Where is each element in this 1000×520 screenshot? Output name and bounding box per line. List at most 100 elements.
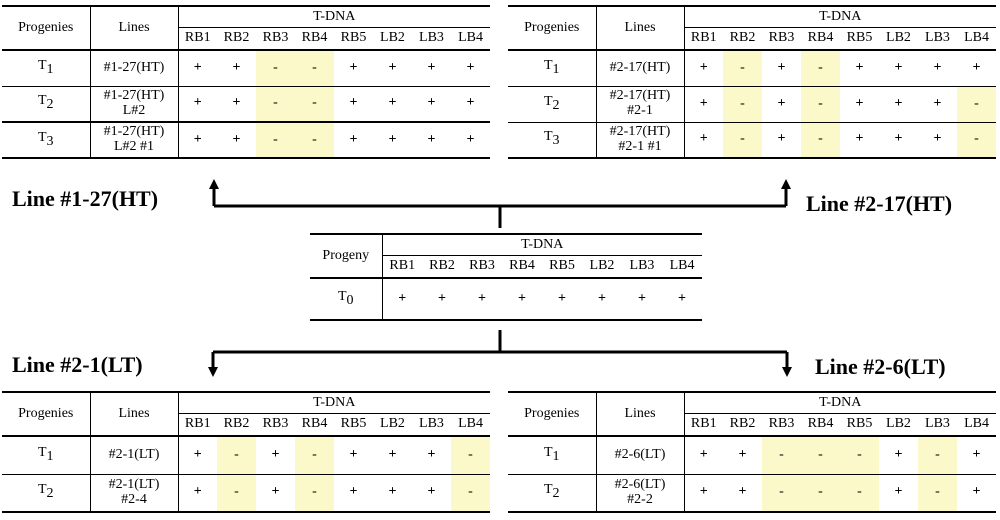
lines-header: Lines	[89, 5, 179, 50]
tdna-table-line-2-1: Progenies Lines T-DNA RB1 RB2 RB3 RB4 RB5 LB2…	[2, 391, 491, 513]
present-mark-lb4: +	[662, 277, 703, 321]
present-mark-lb4: +	[957, 473, 997, 513]
progenies-header: Progenies	[2, 5, 90, 50]
line-sub-id: #2-1	[627, 103, 653, 118]
absent-mark-lb4: -	[957, 85, 997, 122]
present-mark-lb2: +	[582, 277, 622, 321]
site-header-lb4: LB4	[964, 30, 989, 46]
absent-mark-lb4: -	[957, 121, 997, 159]
site-header-lb3: LB3	[925, 416, 950, 432]
tdna-table-line-2-6: Progenies Lines T-DNA RB1 RB2 RB3 RB4 RB5 LB2…	[508, 391, 997, 513]
site-header-rb5: RB5	[340, 416, 367, 432]
absent-mark-rb4: -	[295, 49, 334, 86]
generation-number: 1	[46, 61, 54, 77]
present-mark-lb3: +	[412, 473, 451, 513]
lower-connector	[208, 330, 792, 377]
line-id-cell: #1-27(HT) L#2 #1	[89, 121, 179, 159]
site-header-rb3: RB3	[262, 30, 289, 46]
present-mark-rb1: +	[178, 49, 217, 86]
progenies-header: Progenies	[2, 391, 90, 436]
generation-number: 2	[46, 486, 54, 502]
line-id: #2-6(LT)	[614, 446, 666, 462]
present-mark-rb2: +	[723, 473, 762, 513]
present-mark-rb5: +	[840, 121, 879, 159]
generation-number: 3	[46, 133, 54, 149]
line-label-2-6: Line #2-6(LT)	[815, 354, 946, 379]
table-row: T1 #1-27(HT) + + - - + + + +	[2, 49, 491, 86]
site-header-rb4: RB4	[807, 30, 834, 46]
site-header-rb3: RB3	[768, 30, 795, 46]
present-mark-lb2: +	[373, 435, 412, 474]
line-sub-id: #2-1 #1	[618, 138, 662, 154]
absent-mark-rb2: -	[723, 121, 762, 159]
generation-label: T0	[310, 277, 383, 321]
site-header-lb2: LB2	[886, 30, 911, 46]
table-row: T3 #2-17(HT) #2-1 #1 + - + - + + + -	[508, 121, 997, 159]
site-header-lb2: LB2	[380, 30, 405, 46]
site-header-rb3: RB3	[262, 416, 289, 432]
site-header-lb4: LB4	[669, 258, 695, 274]
line-label-2-1: Line #2-1(LT)	[12, 352, 143, 377]
present-mark-lb3: +	[622, 277, 662, 321]
site-header-rb2: RB2	[429, 258, 455, 274]
line-id-cell: #2-1(LT)	[89, 435, 179, 474]
present-mark-lb4: +	[957, 49, 997, 86]
generation-label: T2	[508, 85, 596, 122]
absent-mark-rb3: -	[762, 435, 801, 474]
table-row: T1 #2-6(LT) + + - - - + - +	[508, 435, 997, 474]
absent-mark-rb4: -	[801, 49, 840, 86]
absent-mark-rb4: -	[295, 85, 334, 122]
site-header-lb4: LB4	[458, 416, 483, 432]
line-sub-id: L#2 #1	[113, 139, 155, 154]
site-header-lb2: LB2	[589, 258, 615, 274]
line-id: #2-17(HT)	[609, 88, 671, 104]
site-header-lb3: LB3	[419, 416, 444, 432]
site-header-rb1: RB1	[177, 413, 217, 436]
tdna-header: T-DNA	[382, 233, 703, 256]
present-mark-rb1: +	[684, 435, 723, 474]
site-header-rb5: RB5	[549, 258, 575, 274]
line-label-2-17: Line #2-17(HT)	[806, 191, 953, 216]
present-mark-lb2: +	[879, 473, 918, 513]
generation-label: T1	[2, 49, 90, 86]
present-mark-lb2: +	[879, 121, 918, 159]
present-mark-lb4: +	[451, 121, 491, 159]
present-mark-lb2: +	[373, 49, 412, 86]
line-id: #2-6(LT)	[614, 477, 666, 493]
absent-mark-rb2: -	[217, 435, 256, 474]
generation-number: 1	[552, 448, 560, 464]
site-header-lb3: LB3	[925, 30, 950, 46]
progeny-header: Progeny	[310, 233, 383, 278]
table-row: T2 #2-17(HT) #2-1 + - + - + + + -	[508, 85, 997, 122]
site-header-lb4: LB4	[964, 416, 989, 432]
line-id-cell: #1-27(HT) L#2	[89, 85, 179, 122]
site-header-rb4: RB4	[301, 416, 328, 432]
absent-mark-rb3: -	[256, 121, 295, 159]
line-id-cell: #2-1(LT) #2-4	[89, 473, 179, 513]
absent-mark-rb2: -	[217, 473, 256, 513]
present-mark-rb5: +	[542, 277, 582, 321]
line-id-cell: #2-17(HT) #2-1	[595, 85, 685, 122]
present-mark-lb2: +	[879, 49, 918, 86]
generation-label: T1	[2, 435, 90, 474]
line-sub-id: #2-2	[627, 491, 653, 507]
absent-mark-lb4: -	[451, 473, 491, 513]
present-mark-rb2: +	[723, 435, 762, 474]
present-mark-rb2: +	[217, 49, 256, 86]
table-row: T1 #2-1(LT) + - + - + + + -	[2, 435, 491, 474]
site-header-lb4: LB4	[458, 30, 483, 46]
site-header-rb1: RB1	[177, 27, 217, 50]
generation-number: 2	[46, 97, 54, 113]
table-row: T2 #2-1(LT) #2-4 + - + - + + + -	[2, 473, 491, 513]
site-header-rb3: RB3	[469, 258, 495, 274]
tdna-table-line-1-27: Progenies Lines T-DNA RB1 RB2 RB3 RB4 RB5 LB2…	[2, 5, 491, 159]
absent-mark-rb2: -	[723, 85, 762, 122]
generation-label: T2	[508, 473, 596, 513]
present-mark-rb3: +	[762, 49, 801, 86]
absent-mark-rb4: -	[295, 121, 334, 159]
site-header-rb2: RB2	[729, 30, 756, 46]
absent-mark-rb4: -	[801, 435, 840, 474]
site-header-rb5: RB5	[340, 30, 367, 46]
absent-mark-rb3: -	[762, 473, 801, 513]
present-mark-lb4: +	[957, 435, 997, 474]
